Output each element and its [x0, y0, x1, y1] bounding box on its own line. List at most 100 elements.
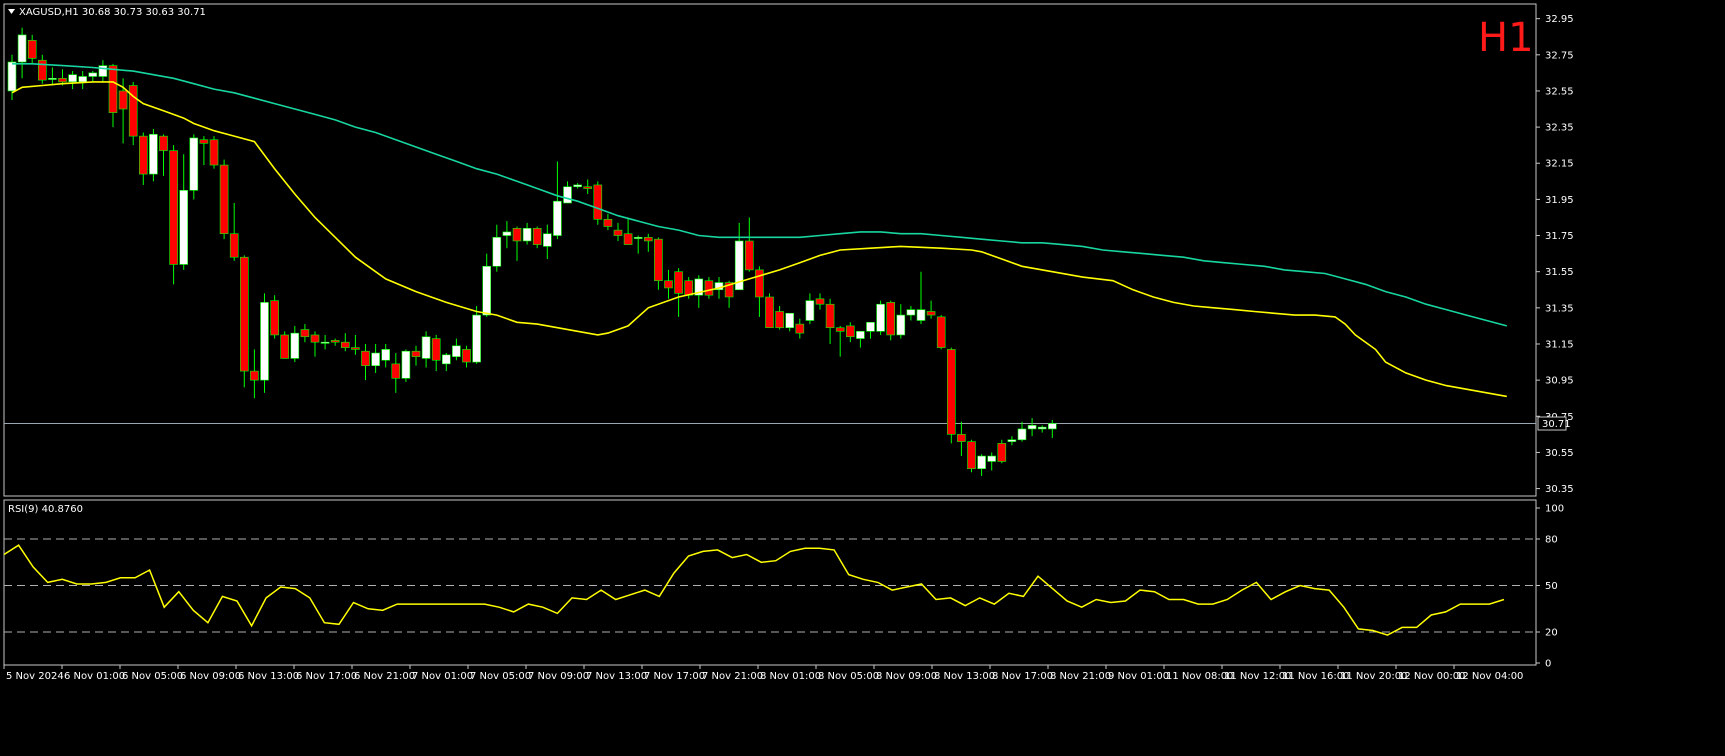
candle-bear [27, 40, 37, 59]
candle-bear [512, 228, 522, 242]
time-tick-label: 11 Nov 08:00 [1166, 671, 1233, 682]
time-tick-label: 8 Nov 17:00 [992, 671, 1053, 682]
candle-bull [78, 76, 87, 83]
candle-bull [977, 455, 986, 469]
candle-bear [613, 229, 623, 236]
candlestick-series [7, 27, 1057, 476]
candle-bear [361, 350, 370, 366]
rsi-tick-label: 80 [1545, 535, 1558, 546]
candle-bear [674, 271, 683, 294]
candle-bull [694, 278, 704, 296]
candle-bull [88, 72, 98, 77]
candle-bull [401, 350, 411, 379]
rsi-indicator-label: RSI(9) 40.8760 [8, 504, 83, 515]
candle-bear [199, 139, 209, 144]
time-tick-label: 12 Nov 00:00 [1398, 671, 1465, 682]
candle-bull [421, 336, 431, 359]
candle-bear [775, 311, 784, 329]
price-pane[interactable]: 32.95 32.75 32.55 32.35 32.15 31.95 31.75 31.55… [3, 3, 1574, 497]
candle-bull [522, 228, 532, 242]
candle-bear [886, 302, 896, 336]
candle-bear [643, 237, 653, 242]
candle-bear [462, 349, 471, 363]
time-tick-label: 8 Nov 13:00 [934, 671, 995, 682]
candle-bear [169, 150, 178, 265]
candle-bull [1027, 425, 1037, 430]
time-tick-label: 8 Nov 05:00 [818, 671, 879, 682]
candle-bear [593, 184, 603, 220]
candle-bull [290, 332, 300, 359]
candle-bear [997, 443, 1007, 462]
price-tick-label: 31.55 [1545, 267, 1574, 278]
price-tick-label: 32.75 [1545, 50, 1574, 61]
rsi-pane[interactable]: RSI(9) 40.8760 100 80 50 20 0 [3, 499, 1564, 670]
candle-bull [876, 303, 885, 332]
candle-bear [58, 77, 67, 83]
time-tick-label: 7 Nov 21:00 [702, 671, 763, 682]
current-price-label: 30.71 [1542, 419, 1571, 430]
price-pane-frame [3, 3, 1537, 497]
time-tick-label: 7 Nov 01:00 [412, 671, 473, 682]
candle-bull [866, 321, 875, 332]
candle-bull [472, 314, 481, 363]
candle-bear [240, 256, 249, 372]
candle-bull [805, 300, 815, 321]
candle-bull [987, 455, 997, 462]
candle-bear [300, 329, 310, 338]
price-tick-label: 31.35 [1545, 303, 1574, 314]
candle-bear [118, 90, 128, 110]
candle-bear [391, 363, 401, 379]
candle-bull [1007, 439, 1017, 442]
time-tick-label: 11 Nov 12:00 [1224, 671, 1291, 682]
candle-bull [553, 200, 562, 236]
candle-bear [280, 334, 290, 359]
time-tick-label: 6 Nov 01:00 [64, 671, 125, 682]
candle-bear [654, 238, 663, 282]
price-tick-label: 32.95 [1545, 14, 1574, 25]
time-tick-label: 6 Nov 21:00 [354, 671, 415, 682]
price-tick-label: 32.15 [1545, 159, 1574, 170]
time-tick-label: 8 Nov 21:00 [1050, 671, 1111, 682]
current-price-tag: 30.71 [1537, 416, 1571, 431]
dropdown-triangle-icon[interactable] [8, 9, 15, 14]
time-tick-label: 6 Nov 13:00 [238, 671, 299, 682]
price-tick-label: 31.15 [1545, 339, 1574, 350]
candle-bull [260, 302, 269, 381]
candle-bear [724, 282, 734, 298]
candle-bull [563, 186, 572, 204]
candle-bull [906, 309, 916, 316]
rsi-tick-label: 20 [1545, 628, 1558, 639]
candle-bear [623, 233, 633, 245]
candle-bear [684, 280, 694, 296]
candle-bull [441, 354, 451, 365]
candle-bear [936, 316, 946, 348]
candle-bear [139, 135, 148, 175]
candle-bear [765, 296, 774, 329]
candle-bear [250, 370, 259, 381]
candle-bull [189, 137, 199, 191]
candle-bull [371, 352, 380, 366]
candle-bear [159, 135, 168, 151]
candle-bear [411, 350, 421, 357]
candle-bull [492, 237, 502, 267]
candle-bear [219, 164, 229, 235]
candle-bear [946, 349, 956, 435]
time-tick-label: 11 Nov 16:00 [1282, 671, 1349, 682]
candle-bear [957, 434, 966, 442]
candle-bull [68, 74, 77, 83]
candle-bear [37, 59, 47, 81]
candle-bull [98, 65, 108, 77]
candle-bull [734, 240, 744, 291]
time-tick-label: 11 Nov 20:00 [1340, 671, 1407, 682]
candle-bull [452, 345, 461, 357]
rsi-tick-label: 100 [1545, 504, 1564, 515]
candle-bull [1037, 426, 1047, 430]
price-tick-label: 30.95 [1545, 376, 1574, 387]
time-tick-label: 6 Nov 09:00 [180, 671, 241, 682]
symbol-header[interactable]: XAGUSD,H1 30.68 30.73 30.63 30.71 [8, 7, 206, 18]
time-tick-label: 7 Nov 13:00 [586, 671, 647, 682]
rsi-levels [4, 538, 1536, 633]
price-tick-label: 31.95 [1545, 195, 1574, 206]
candle-bear [351, 347, 360, 350]
candle-bear [209, 139, 219, 166]
